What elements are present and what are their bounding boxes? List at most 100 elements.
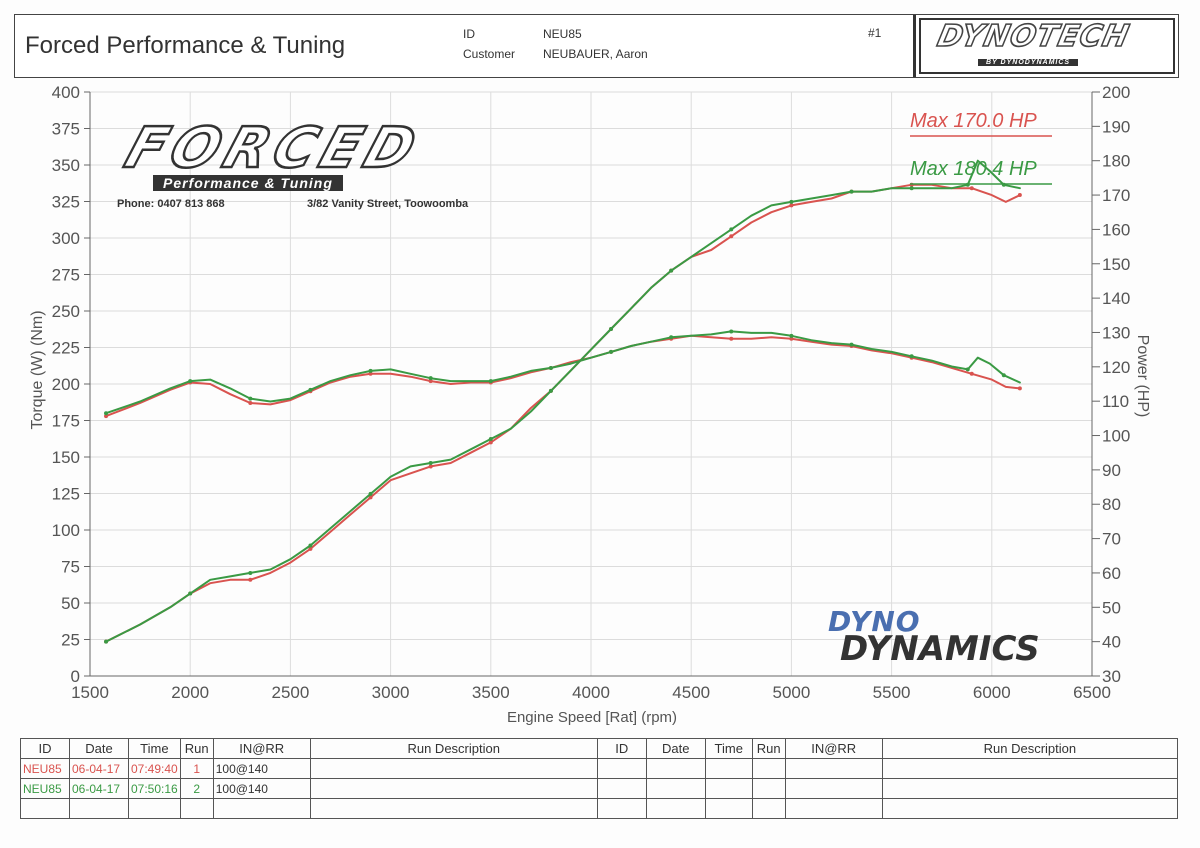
forced-address: 3/82 Vanity Street, Toowoomba — [307, 198, 469, 210]
col-id: ID — [20, 738, 70, 759]
y2-tick-label: 30 — [1102, 667, 1121, 686]
cell-inrr: 100@140 — [212, 778, 311, 799]
data-point-run2-torque — [1001, 373, 1006, 378]
x-tick-label: 6000 — [973, 683, 1011, 702]
cell-inrr: 100@140 — [212, 758, 311, 779]
series-line-run2-power — [105, 159, 1021, 643]
data-point-run2-power — [729, 227, 734, 232]
data-point-run1-power — [248, 577, 253, 582]
dynodynamics-bottom: DYNAMICS — [840, 629, 1040, 669]
y2-tick-label: 160 — [1102, 220, 1130, 239]
x-tick-label: 4000 — [572, 683, 610, 702]
dynotech-subline: BY DYNODYNAMICS — [978, 59, 1079, 66]
cell-run: 1 — [179, 758, 214, 779]
dyno-chart: 1500 2000 2500 3000 3500 4000 4500 5000 5500 6000… — [29, 83, 1151, 726]
data-point-run2-power — [308, 543, 313, 548]
data-point-run2-torque — [789, 333, 794, 338]
y2-tick-label: 60 — [1102, 564, 1121, 583]
cell-empty — [212, 798, 311, 819]
data-point-run2-torque — [428, 376, 433, 381]
table-row: NEU85 06-04-17 07:49:40 1 100@140 — [20, 758, 1179, 779]
cell-desc — [309, 778, 598, 799]
data-point-run2-power — [188, 591, 193, 596]
col-run-2: Run — [751, 738, 786, 759]
data-point-run2-torque — [669, 335, 674, 340]
logo-frame — [919, 18, 1175, 74]
data-point-run2-torque — [248, 396, 253, 401]
data-point-run1-torque — [248, 400, 253, 405]
col-date-2: Date — [645, 738, 706, 759]
y-tick-label: 300 — [52, 229, 80, 248]
y-tick-label: 75 — [61, 558, 80, 577]
data-point-run1-torque — [428, 379, 433, 384]
y2-tick-label: 50 — [1102, 598, 1121, 617]
y2-tick-label: 170 — [1102, 186, 1130, 205]
cell-empty — [784, 758, 883, 779]
cell-desc — [309, 758, 598, 779]
cell-date: 06-04-17 — [69, 778, 129, 799]
data-point-run2-power — [909, 186, 914, 191]
data-point-run1-torque — [1017, 386, 1022, 391]
y2-tick-label: 200 — [1102, 83, 1130, 102]
data-point-run2-power — [849, 189, 854, 194]
cell-empty — [69, 798, 129, 819]
table-row-empty — [20, 798, 1179, 819]
col-time: Time — [128, 738, 181, 759]
data-point-run1-power — [969, 186, 974, 191]
y2-tick-label: 70 — [1102, 530, 1121, 549]
x-tick-label: 3500 — [472, 683, 510, 702]
forced-tagline: Performance & Tuning — [153, 175, 343, 191]
cell-empty — [751, 798, 786, 819]
cell-empty — [179, 798, 214, 819]
id-value: NEU85 — [543, 27, 582, 41]
col-inrr: IN@RR — [212, 738, 311, 759]
cell-empty — [645, 798, 706, 819]
series-line-run1-power — [105, 183, 1021, 643]
y-tick-label: 400 — [52, 83, 80, 102]
table-header-row: ID Date Time Run IN@RR Run Description I… — [20, 738, 1179, 759]
cell-empty — [309, 798, 598, 819]
y-tick-label: 100 — [52, 521, 80, 540]
data-point-run2-power — [104, 639, 109, 644]
y-tick-label: 250 — [52, 302, 80, 321]
x-tick-label: 2000 — [171, 683, 209, 702]
cell-time: 07:50:16 — [128, 778, 181, 799]
id-label: ID — [463, 27, 475, 41]
cell-run: 2 — [179, 778, 214, 799]
y2-tick-label: 80 — [1102, 495, 1121, 514]
data-point-run1-power — [729, 234, 734, 239]
cell-empty — [704, 758, 753, 779]
forced-logo: FORCED Performance & Tuning — [108, 115, 553, 192]
data-point-run2-torque — [548, 365, 553, 370]
cell-empty — [596, 778, 647, 799]
data-point-run2-power — [789, 199, 794, 204]
customer-label: Customer — [463, 47, 516, 61]
data-point-run2-power — [609, 327, 614, 332]
y-tick-label: 325 — [52, 193, 80, 212]
chart-lines — [104, 135, 1052, 644]
x-tick-label: 5500 — [873, 683, 911, 702]
cell-empty — [751, 758, 786, 779]
x-tick-label: 3000 — [372, 683, 410, 702]
y2-tick-label: 110 — [1102, 392, 1129, 411]
cell-empty — [645, 778, 706, 799]
y2-tick-label: 140 — [1102, 289, 1130, 308]
y2-tick-label: 40 — [1102, 633, 1121, 652]
cell-empty — [704, 778, 753, 799]
data-point-run1-torque — [729, 336, 734, 341]
data-point-run1-torque — [104, 414, 109, 419]
y2-tick-label: 90 — [1102, 461, 1121, 480]
data-point-run1-power — [308, 546, 313, 551]
cell-time: 07:49:40 — [128, 758, 181, 779]
data-point-run2-torque — [308, 387, 313, 392]
data-point-run1-power — [488, 440, 493, 445]
cell-id: NEU85 — [20, 758, 70, 779]
data-point-run2-torque — [188, 379, 193, 384]
col-run-description-2: Run Description — [881, 738, 1179, 759]
y2-tick-label: 150 — [1102, 255, 1130, 274]
data-point-run2-torque — [729, 329, 734, 334]
cell-empty — [881, 798, 1179, 819]
data-point-run2-torque — [849, 342, 854, 347]
cell-empty — [596, 758, 647, 779]
